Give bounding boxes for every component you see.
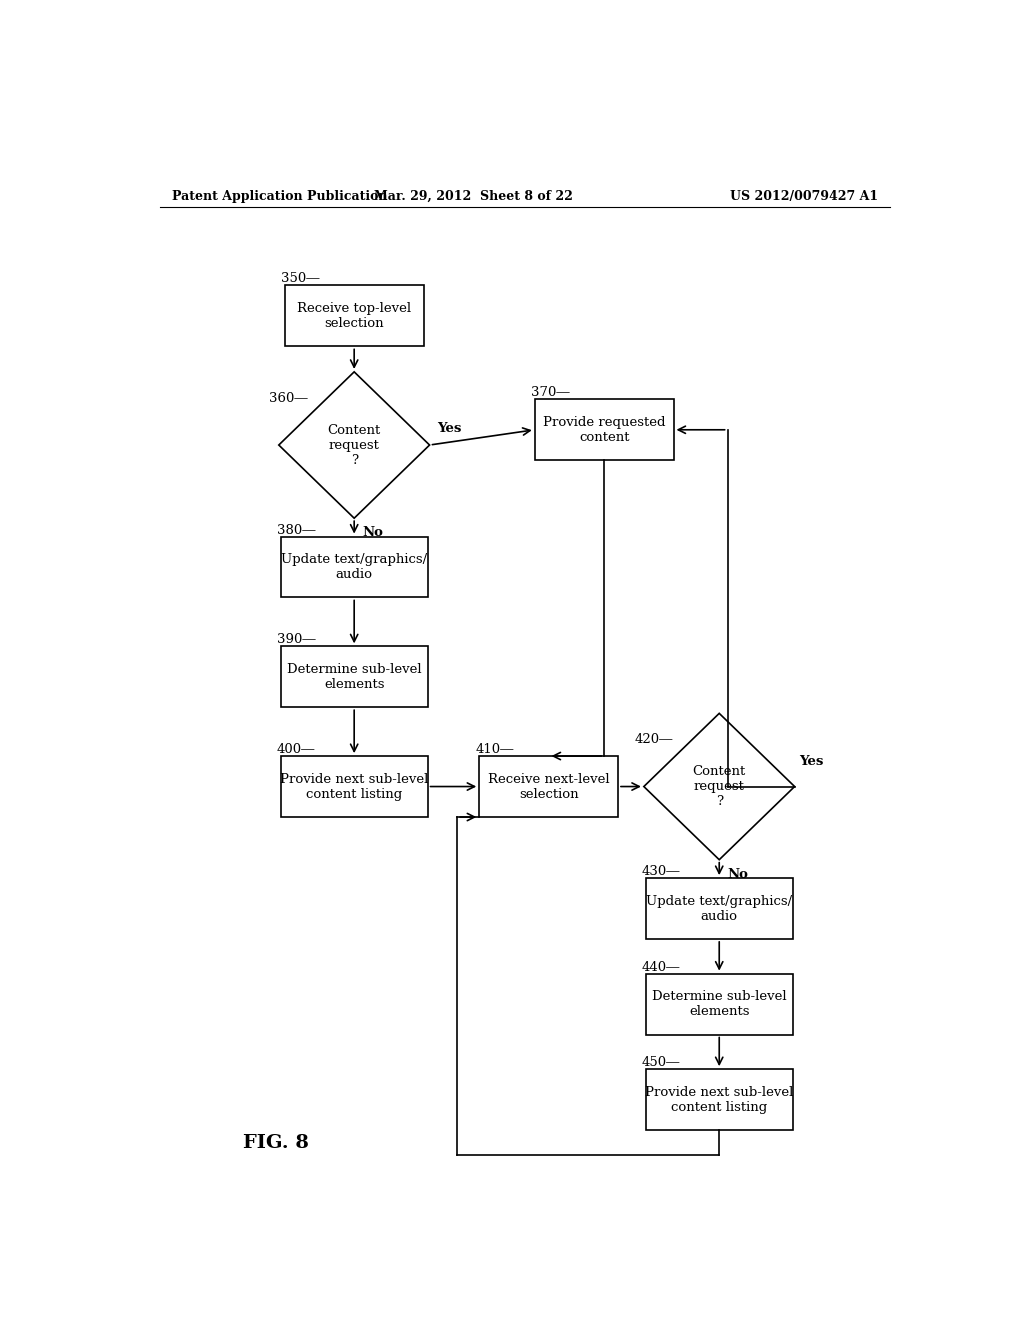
Text: 420―: 420― [634, 734, 673, 746]
Text: 390―: 390― [276, 634, 315, 647]
Text: Mar. 29, 2012  Sheet 8 of 22: Mar. 29, 2012 Sheet 8 of 22 [374, 190, 572, 202]
Text: 440―: 440― [642, 961, 680, 974]
FancyBboxPatch shape [281, 756, 428, 817]
Text: 450―: 450― [642, 1056, 680, 1069]
Text: 370―: 370― [530, 387, 569, 399]
Text: Patent Application Publication: Patent Application Publication [172, 190, 387, 202]
Text: Yes: Yes [437, 422, 462, 434]
Text: Determine sub-level
elements: Determine sub-level elements [652, 990, 786, 1018]
FancyBboxPatch shape [285, 285, 424, 346]
FancyBboxPatch shape [479, 756, 618, 817]
Text: Provide requested
content: Provide requested content [543, 416, 666, 444]
Polygon shape [644, 713, 795, 859]
Text: Receive top-level
selection: Receive top-level selection [297, 302, 412, 330]
Text: Content
request
?: Content request ? [692, 766, 745, 808]
Text: Receive next-level
selection: Receive next-level selection [487, 772, 609, 800]
Text: Determine sub-level
elements: Determine sub-level elements [287, 663, 422, 690]
Text: Yes: Yes [799, 755, 823, 768]
Text: Provide next sub-level
content listing: Provide next sub-level content listing [280, 772, 428, 800]
FancyBboxPatch shape [646, 878, 793, 939]
Text: 400―: 400― [276, 743, 315, 756]
Text: 410―: 410― [475, 743, 514, 756]
Text: No: No [362, 527, 383, 540]
Text: Update text/graphics/
audio: Update text/graphics/ audio [282, 553, 427, 581]
Text: 380―: 380― [276, 524, 315, 536]
Text: 430―: 430― [642, 865, 680, 878]
FancyBboxPatch shape [535, 399, 674, 461]
Text: US 2012/0079427 A1: US 2012/0079427 A1 [730, 190, 878, 202]
Text: FIG. 8: FIG. 8 [243, 1134, 309, 1152]
Text: No: No [727, 867, 749, 880]
Polygon shape [279, 372, 430, 519]
FancyBboxPatch shape [646, 974, 793, 1035]
FancyBboxPatch shape [646, 1069, 793, 1130]
FancyBboxPatch shape [281, 536, 428, 598]
FancyBboxPatch shape [281, 647, 428, 708]
Text: Content
request
?: Content request ? [328, 424, 381, 466]
Text: 350―: 350― [281, 272, 319, 285]
Text: Provide next sub-level
content listing: Provide next sub-level content listing [645, 1085, 794, 1114]
Text: Update text/graphics/
audio: Update text/graphics/ audio [646, 895, 793, 923]
Text: 360―: 360― [269, 392, 308, 405]
